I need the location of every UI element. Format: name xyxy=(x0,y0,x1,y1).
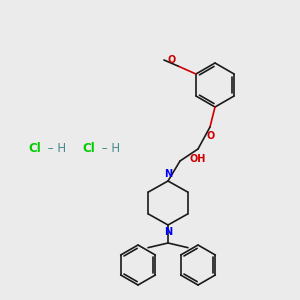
Text: O: O xyxy=(168,55,176,65)
Text: Cl: Cl xyxy=(82,142,95,154)
Text: OH: OH xyxy=(190,154,206,164)
Text: Cl: Cl xyxy=(28,142,41,154)
Text: O: O xyxy=(207,131,215,141)
Text: N: N xyxy=(164,227,172,237)
Text: N: N xyxy=(164,169,172,179)
Text: – H: – H xyxy=(44,142,66,154)
Text: – H: – H xyxy=(98,142,120,154)
